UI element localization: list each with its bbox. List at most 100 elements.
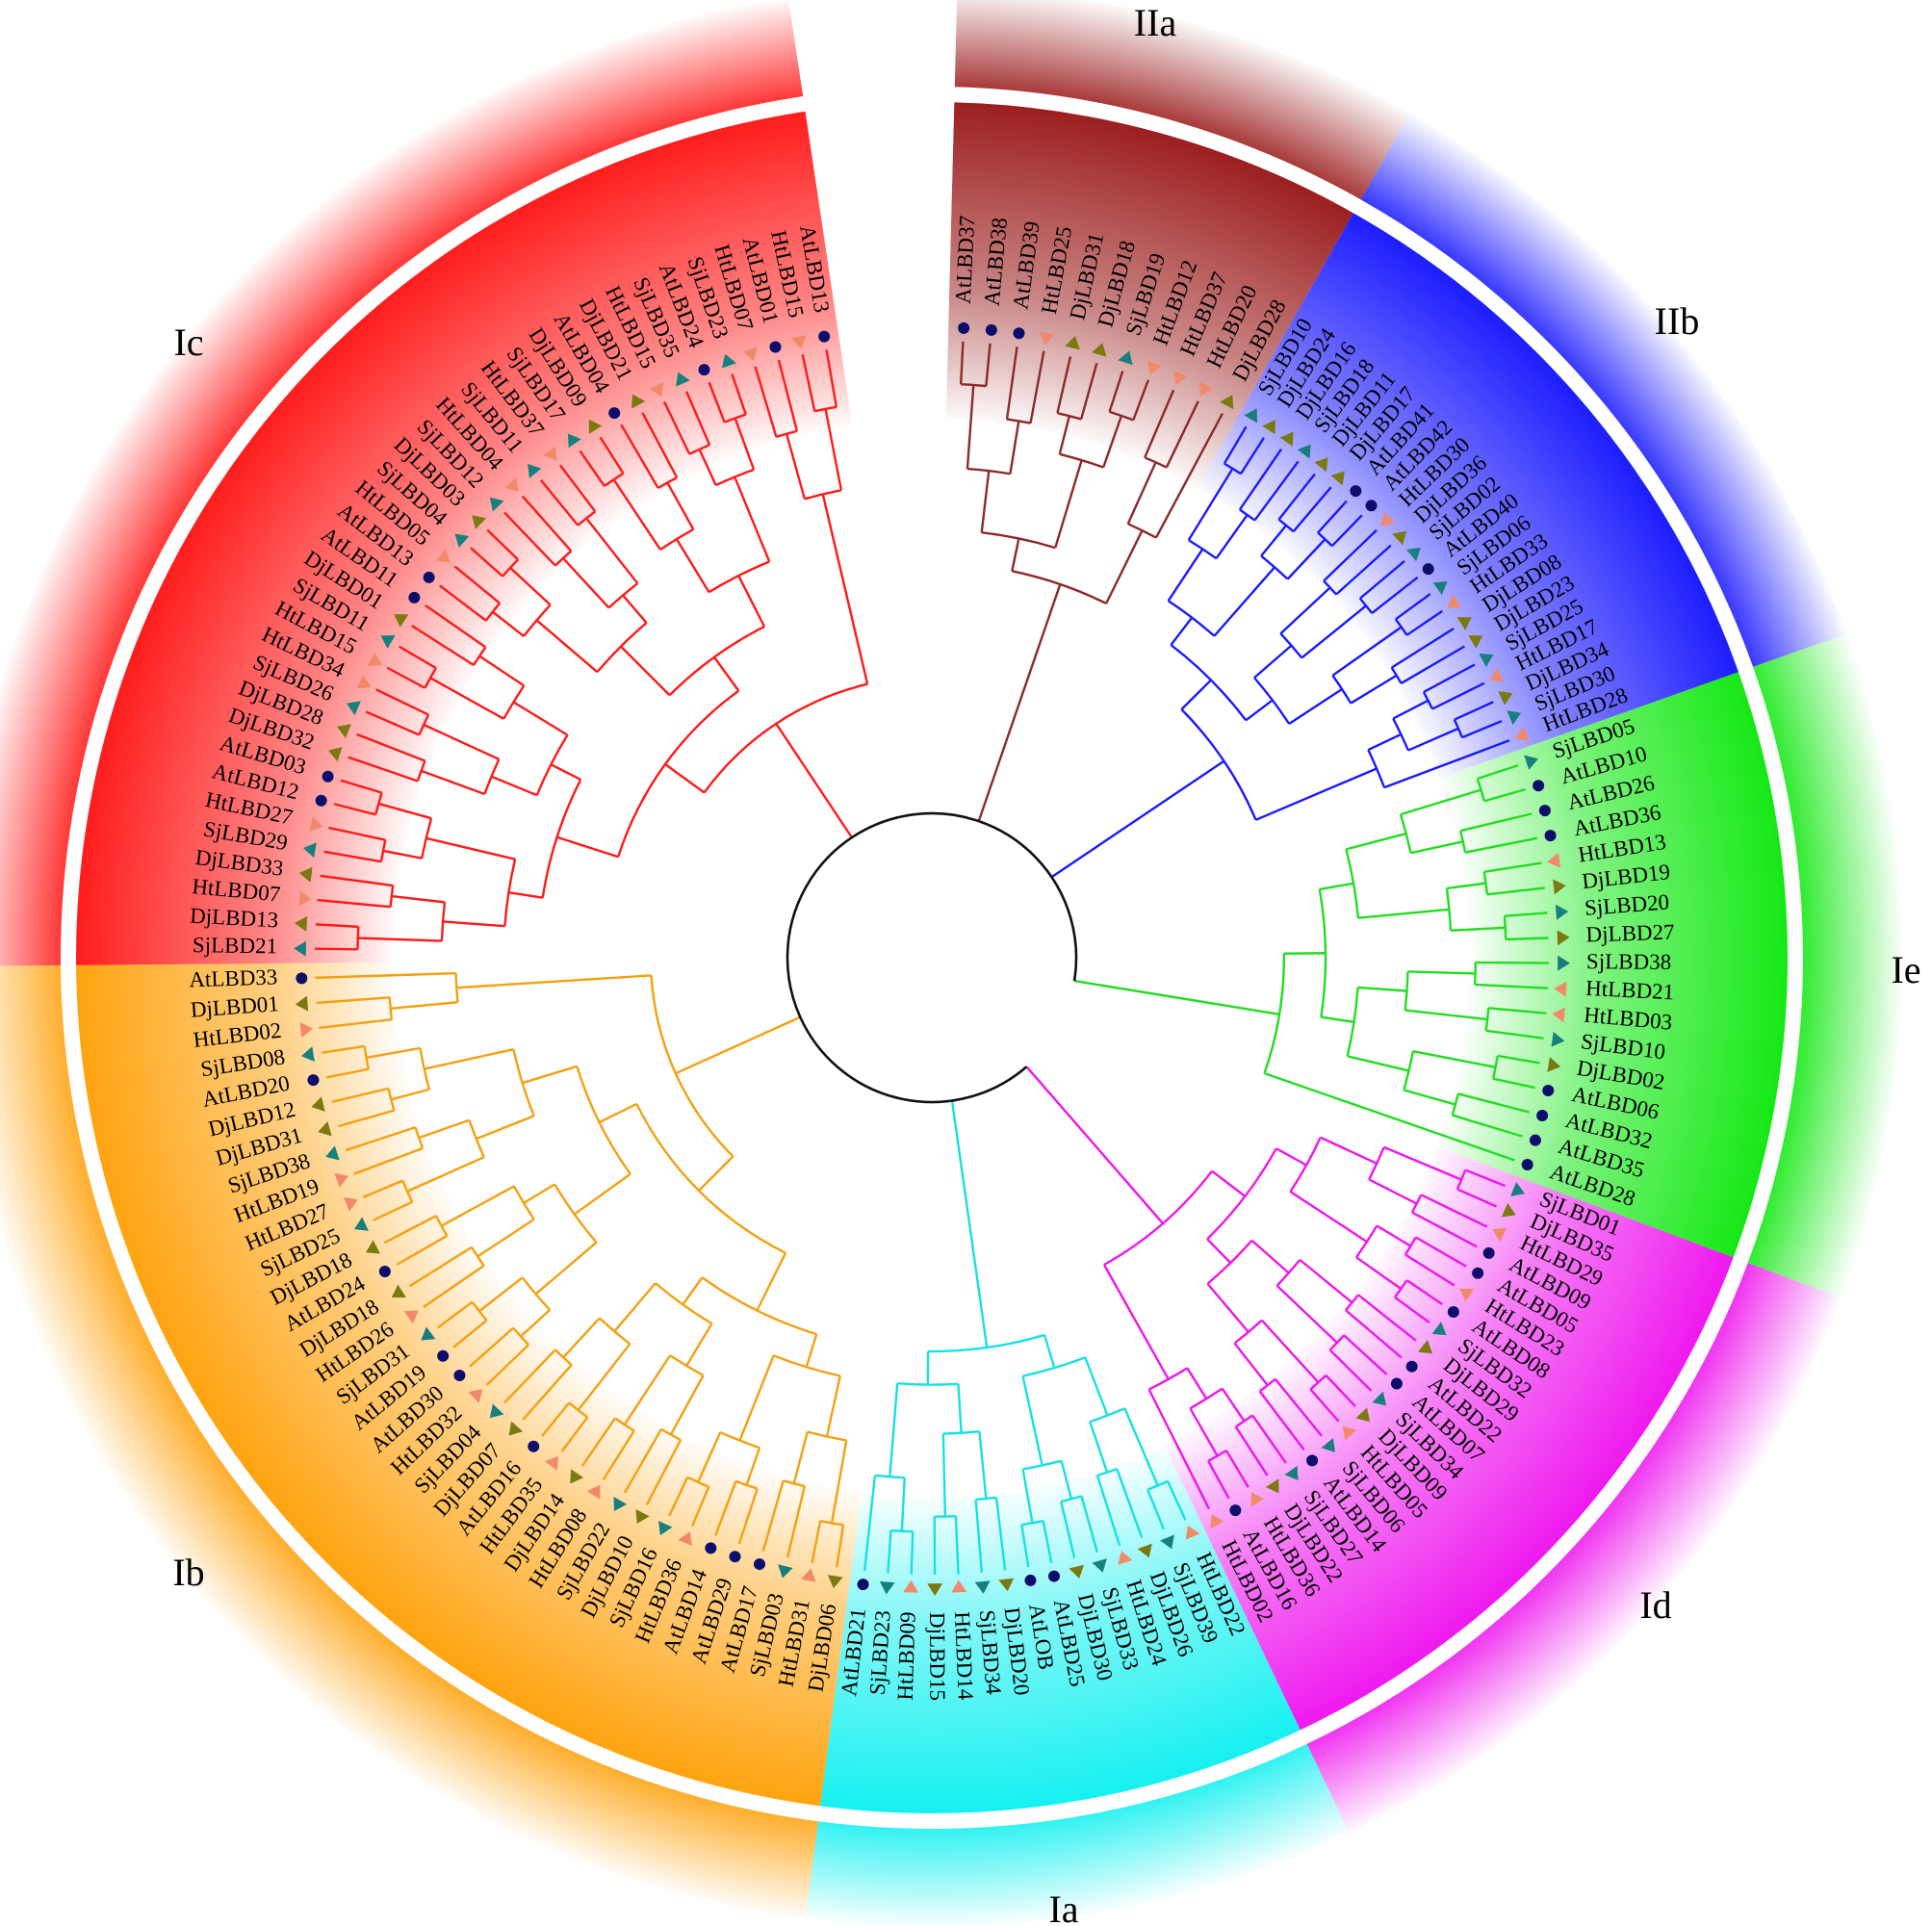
branch-segment xyxy=(1080,1496,1098,1553)
branch-segment xyxy=(599,1102,637,1124)
leaf-marker-at xyxy=(769,341,782,353)
branch-segment xyxy=(900,1477,906,1531)
clade-label-Ib: Ib xyxy=(172,1551,204,1594)
branch-segment xyxy=(1355,1256,1403,1291)
leaf-marker-sj xyxy=(1405,547,1421,562)
branch-segment xyxy=(792,1431,809,1484)
branch-arc xyxy=(1258,1377,1276,1393)
leaf-marker-sj xyxy=(489,1403,504,1419)
branch-segment xyxy=(1483,861,1542,874)
branch-segment xyxy=(325,1067,370,1079)
branch-segment xyxy=(1286,538,1327,580)
branch-segment xyxy=(1331,626,1403,677)
branch-segment xyxy=(556,835,619,859)
branch-segment xyxy=(1456,1188,1498,1208)
branch-segment xyxy=(1407,970,1476,975)
branch-segment xyxy=(1394,1296,1430,1324)
leaf-marker-dj xyxy=(508,1421,524,1436)
leaf-marker-ht xyxy=(801,1568,816,1582)
leaf-label: DjLBD13 xyxy=(190,904,279,933)
branch-segment xyxy=(811,1520,822,1564)
branch-segment xyxy=(1167,1480,1187,1521)
branch-segment xyxy=(620,424,659,489)
leaf-marker-ht xyxy=(435,549,451,563)
branch-segment xyxy=(974,1499,984,1573)
branch-segment xyxy=(1020,1525,1030,1568)
branch-arc xyxy=(1127,523,1157,539)
leaf-marker-ht xyxy=(356,674,372,689)
branch-segment xyxy=(540,479,580,526)
leaf-marker-dj xyxy=(1279,431,1294,447)
leaf-marker-dj xyxy=(631,394,646,409)
branch-segment xyxy=(562,1317,601,1359)
branch-segment xyxy=(317,898,391,909)
branch-segment xyxy=(1240,437,1265,475)
branch-segment xyxy=(1454,701,1494,721)
leaf-marker-sj xyxy=(454,533,470,549)
leaf-marker-at xyxy=(1422,563,1434,576)
branch-segment xyxy=(508,891,543,899)
leaf-marker-sj xyxy=(1510,1181,1526,1196)
branch-segment xyxy=(613,1282,657,1332)
branch-arc xyxy=(1445,887,1453,931)
branch-arc xyxy=(928,1333,1045,1353)
leaf-marker-at xyxy=(378,1265,391,1277)
branch-segment xyxy=(1189,1407,1219,1457)
branch-segment xyxy=(1504,912,1548,917)
leaf-marker-sj xyxy=(1507,710,1522,725)
branch-segment xyxy=(365,710,420,736)
leaf-marker-at xyxy=(705,1542,717,1554)
branch-arc xyxy=(724,413,747,424)
leaf-label: AtLBD37 xyxy=(951,215,980,304)
branch-arc xyxy=(1021,1520,1043,1527)
branch-segment xyxy=(1488,1007,1547,1014)
branch-arc xyxy=(657,476,678,490)
branch-segment xyxy=(825,1375,841,1437)
clade-sector-Id xyxy=(1164,1146,1739,1735)
branch-segment xyxy=(406,1156,485,1193)
branch-segment xyxy=(1126,461,1157,525)
leaf-marker-ht xyxy=(1459,1288,1475,1302)
leaf-marker-at xyxy=(753,1558,765,1571)
branch-segment xyxy=(316,996,390,1005)
branch-arc xyxy=(1275,1259,1301,1287)
branch-segment xyxy=(1105,529,1144,604)
branch-segment xyxy=(1415,1236,1467,1268)
clade-sector-Ia xyxy=(819,1444,1303,1819)
leaf-marker-ht xyxy=(1173,370,1188,385)
branch-segment xyxy=(1056,356,1072,414)
branch-segment xyxy=(1180,679,1212,710)
leaf-marker-dj xyxy=(1137,1543,1152,1558)
branch-segment xyxy=(1253,644,1293,680)
branch-segment xyxy=(1452,1114,1523,1138)
branch-arc xyxy=(604,472,625,487)
branch-arc xyxy=(1207,1450,1227,1462)
branch-segment xyxy=(1089,1421,1109,1474)
leaf-marker-ht xyxy=(299,1022,314,1038)
leaf-label: HtLBD21 xyxy=(1585,976,1675,1005)
branch-segment xyxy=(580,1417,616,1467)
branch-segment xyxy=(1464,836,1538,854)
leaf-marker-ht xyxy=(678,1531,693,1547)
branch-segment xyxy=(1102,1264,1170,1380)
branch-arc xyxy=(1491,1055,1499,1079)
branch-segment xyxy=(1029,350,1045,424)
branch-segment xyxy=(698,1155,734,1192)
branch-segment xyxy=(1238,449,1283,511)
branch-segment xyxy=(1301,604,1367,659)
branch-segment xyxy=(959,341,965,385)
branch-segment xyxy=(1400,645,1465,685)
leaf-marker-dj xyxy=(1220,395,1234,410)
branch-segment xyxy=(957,1383,963,1433)
branch-arc xyxy=(568,1401,589,1419)
branch-segment xyxy=(1446,882,1486,890)
branch-segment xyxy=(391,894,446,904)
leaf-marker-sj xyxy=(1555,904,1569,920)
leaf-marker-sj xyxy=(1431,1322,1447,1336)
branch-arc xyxy=(1453,719,1464,738)
clade-label-IIb: IIb xyxy=(1655,299,1700,343)
leaf-marker-ht xyxy=(1380,511,1396,526)
leaf-marker-at xyxy=(818,330,831,343)
branch-segment xyxy=(836,1525,845,1568)
leaf-marker-dj xyxy=(327,747,343,762)
